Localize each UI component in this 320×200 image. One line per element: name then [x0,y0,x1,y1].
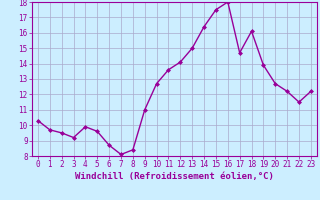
X-axis label: Windchill (Refroidissement éolien,°C): Windchill (Refroidissement éolien,°C) [75,172,274,181]
